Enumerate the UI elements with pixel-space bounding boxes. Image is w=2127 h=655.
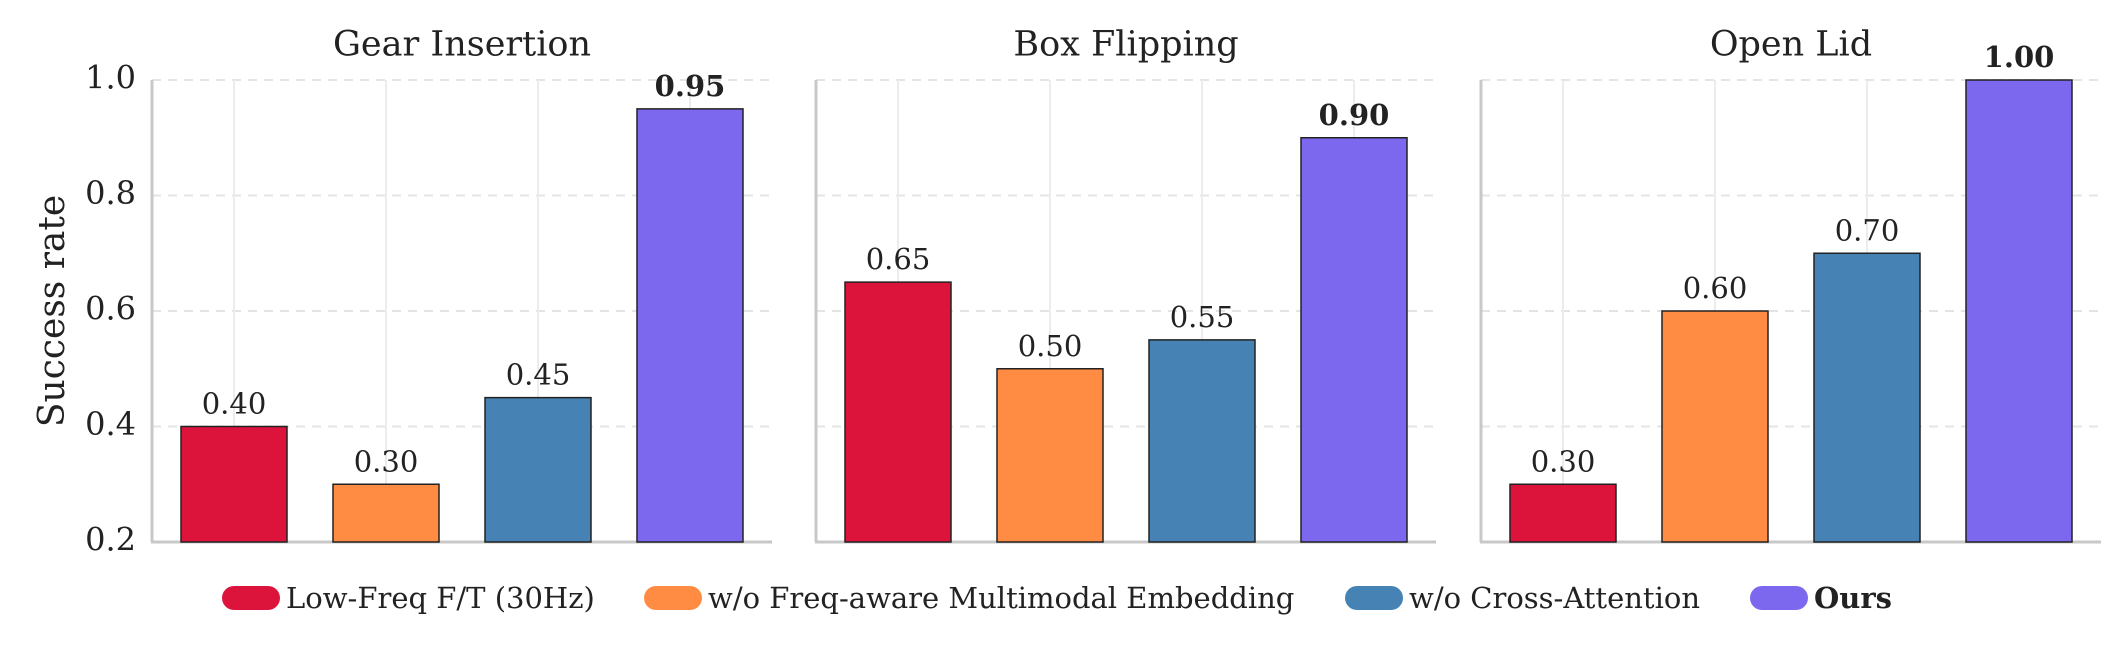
- bar-open-lid-2: [1661, 310, 1769, 543]
- panel-title-open-lid: Open Lid: [1710, 25, 1872, 65]
- legend-item-no-cross-attention: w/o Cross-Attention: [1345, 575, 1700, 621]
- bar-box-flipping-4: [1300, 137, 1408, 543]
- bar-value-label: 0.45: [506, 358, 571, 392]
- bar-value-label: 0.70: [1835, 213, 1900, 247]
- bar-value-label: 0.55: [1170, 300, 1235, 334]
- y-axis-label: Success rate: [32, 195, 73, 427]
- legend-item-no-freq-embedding: w/o Freq-aware Multimodal Embedding: [644, 575, 1294, 621]
- bar-gear-insertion-1: [180, 425, 288, 543]
- bar-value-label: 0.50: [1018, 329, 1083, 363]
- bar-box-flipping-2: [996, 368, 1104, 543]
- bar-value-label: 0.30: [1531, 444, 1596, 478]
- legend-label-no-freq-embedding: w/o Freq-aware Multimodal Embedding: [708, 581, 1295, 615]
- bar-open-lid-3: [1813, 252, 1921, 543]
- bar-box-flipping-3: [1148, 339, 1256, 543]
- chart-svg: Success rate 0.2 0.4 0.6 0.8 1.0 Gear Insertio…: [32, 25, 2101, 559]
- panel-title-gear-insertion: Gear Insertion: [333, 25, 591, 65]
- panel-title-box-flipping: Box Flipping: [1013, 25, 1238, 65]
- bar-value-label: 0.30: [354, 444, 419, 478]
- bar-open-lid-4: [1965, 79, 2073, 543]
- y-tick-label: 0.4: [85, 405, 136, 443]
- legend-item-ours: Ours: [1750, 575, 1892, 621]
- legend-label-low-freq: Low-Freq F/T (30Hz): [286, 581, 595, 615]
- y-tick-label: 0.6: [85, 290, 136, 328]
- legend-swatch-low-freq: [222, 586, 280, 610]
- bar-open-lid-1: [1509, 483, 1617, 543]
- bar-value-label: 0.60: [1683, 271, 1748, 305]
- bar-value-label: 0.95: [655, 69, 726, 103]
- legend-swatch-ours: [1750, 586, 1808, 610]
- bar-gear-insertion-3: [484, 396, 592, 543]
- bar-gear-insertion-4: [636, 108, 744, 543]
- bar-gear-insertion-2: [332, 483, 440, 543]
- legend-swatch-no-freq-embedding: [644, 586, 702, 610]
- legend-swatch-no-cross-attention: [1345, 586, 1403, 610]
- bar-box-flipping-1: [844, 281, 952, 543]
- bar-value-label: 0.40: [202, 387, 267, 421]
- bar-value-label: 0.65: [866, 242, 931, 276]
- y-tick-label: 0.8: [85, 174, 136, 212]
- legend: Low-Freq F/T (30Hz) w/o Freq-aware Multi…: [0, 575, 2127, 621]
- legend-label-no-cross-attention: w/o Cross-Attention: [1409, 581, 1700, 615]
- y-tick-label: 1.0: [85, 59, 136, 97]
- bar-value-label: 0.90: [1319, 98, 1390, 132]
- legend-item-low-freq: Low-Freq F/T (30Hz): [222, 575, 595, 621]
- legend-label-ours: Ours: [1814, 581, 1892, 615]
- y-tick-label: 0.2: [85, 521, 136, 559]
- bar-value-label: 1.00: [1984, 40, 2055, 74]
